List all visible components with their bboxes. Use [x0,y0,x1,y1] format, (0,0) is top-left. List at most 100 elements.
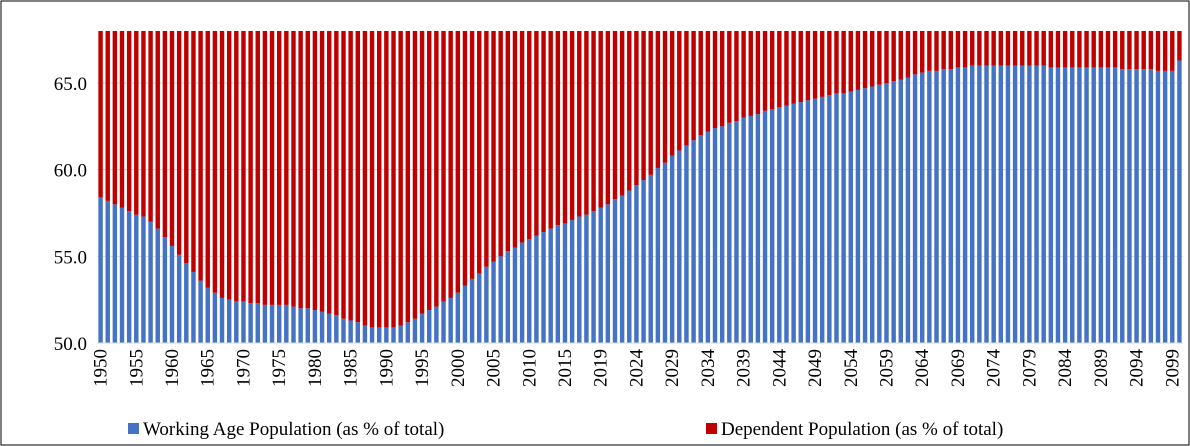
bar-segment [534,235,539,343]
bar-segment [234,31,239,302]
bar-segment [1077,31,1082,68]
x-tick-label: 1995 [412,349,433,387]
x-tick-label: 2054 [841,349,862,388]
bar-segment [391,31,396,328]
bar-segment [841,31,846,94]
bar-segment [527,239,532,343]
bar-segment [769,109,775,343]
bar-segment [98,31,103,198]
bar-segment [962,31,968,68]
bar-segment [148,31,153,222]
bar-segment [484,31,489,267]
bar-segment [134,214,139,343]
bar-segment [312,310,318,343]
x-tick-label: 2049 [805,349,826,387]
bar-segment [827,31,832,96]
bar-segment [491,261,496,343]
bar-segment [555,225,561,343]
bar-segment [1162,31,1168,71]
bar-segment [169,31,175,246]
bar-segment [427,310,432,343]
bar-segment [912,74,918,343]
bar-segment [262,31,268,305]
bar-segment [998,65,1004,343]
bar-segment [612,31,618,200]
bar-segment [798,102,803,343]
bar-segment [1112,31,1118,68]
bar-segment [212,31,218,293]
bar-segment [384,31,389,328]
bar-segment [141,216,146,343]
bar-segment [641,180,646,343]
bar-segment [1105,67,1111,343]
bar-segment [512,31,518,248]
x-tick-label: 2000 [448,349,469,387]
legend-swatch [706,423,717,434]
bar-segment [412,31,418,319]
bar-segment [605,204,611,343]
bar-segment [284,31,289,305]
bar-segment [734,121,739,343]
bar-segment [527,31,532,239]
x-tick-label: 2044 [769,349,790,388]
bar-segment [677,31,682,151]
bar-segment [312,31,318,311]
x-tick-label: 2039 [734,349,755,387]
bar-segment [898,31,903,80]
bar-segment [1062,31,1068,68]
bar-segment [205,287,210,343]
bar-segment [398,31,403,326]
bar-segment [1084,31,1089,68]
bar-segment [584,31,589,215]
bar-segment [1148,69,1154,343]
x-tick-label: 1970 [233,349,254,387]
bar-segment [719,31,725,127]
bar-segment [712,128,718,343]
bar-segment [970,65,975,343]
bar-segment [734,31,739,122]
bar-segment [377,31,382,328]
bar-segment [627,31,632,191]
bar-segment [1155,31,1161,71]
bar-segment [862,88,868,343]
bar-segment [562,31,568,224]
bar-segment [477,273,482,343]
bar-segment [1127,69,1132,343]
bar-segment [741,31,746,118]
bar-segment [134,31,139,215]
bar-segment [241,301,246,343]
x-tick-label: 1965 [198,349,219,387]
bar-segment [205,31,210,288]
bar-segment [855,89,861,343]
bar-segment [148,221,153,343]
bar-segment [255,303,260,343]
bar-segment [684,145,689,343]
bar-segment [198,280,203,343]
bar-segment [377,327,382,343]
bar-segment [998,31,1004,66]
bar-segment [348,31,353,321]
bar-segment [691,140,696,343]
bar-segment [1005,65,1011,343]
bar-segment [434,31,439,307]
bar-segment [698,31,703,135]
bar-segment [462,285,468,343]
bar-segment [269,304,275,343]
bar-segment [462,31,468,286]
bar-segment [1170,70,1175,343]
bar-segment [784,31,789,106]
bar-segment [834,31,839,94]
bar-segment [1141,31,1146,70]
bar-segment [1112,67,1118,343]
bar-segment [1055,67,1061,343]
bar-segment [112,31,118,205]
bar-segment [991,31,996,66]
bar-segment [819,31,825,97]
bar-segment [212,292,218,343]
bar-segment [1120,31,1125,70]
bar-segment [176,31,182,255]
bar-segment [1048,31,1054,68]
bar-segment [584,214,589,343]
bar-segment [1055,31,1061,68]
bar-segment [534,31,539,236]
